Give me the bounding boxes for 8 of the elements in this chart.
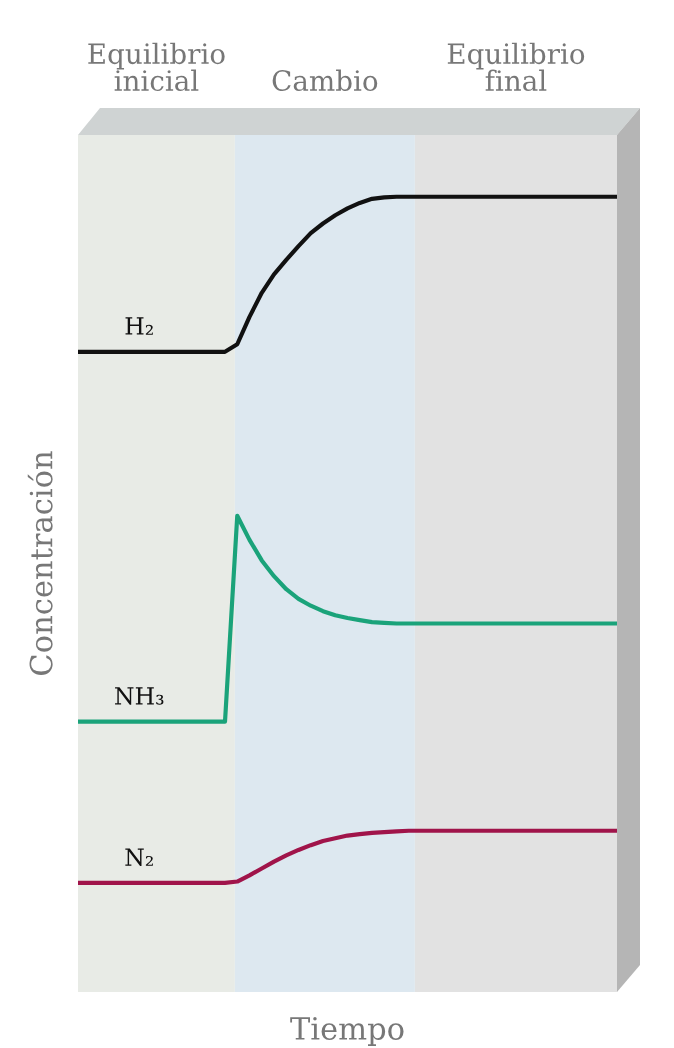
series-label: H₂	[125, 317, 153, 335]
y-axis-title: Concentración	[27, 451, 53, 675]
series-label: NH₃	[115, 687, 164, 705]
x-axis-title: Tiempo	[290, 1017, 404, 1046]
text: Cambio	[272, 69, 378, 92]
text: Equilibrio final	[447, 42, 585, 92]
series-label: N₂	[125, 848, 153, 866]
text: Equilibrio inicial	[88, 42, 225, 92]
